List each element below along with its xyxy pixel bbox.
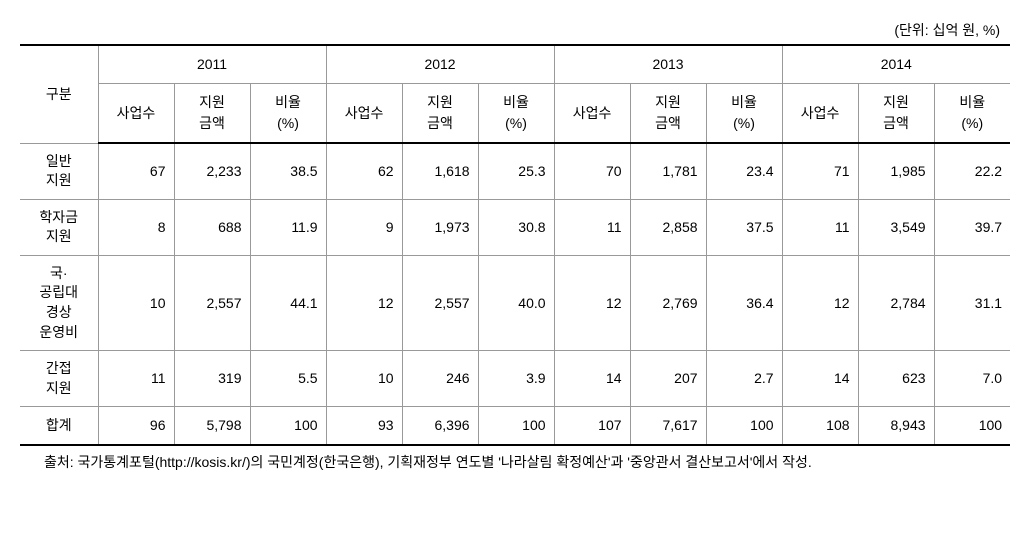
header-row-years: 구분 2011 2012 2013 2014 bbox=[20, 45, 1010, 84]
header-count: 사업수 bbox=[326, 84, 402, 144]
cell-ratio: 22.2 bbox=[934, 143, 1010, 199]
cell-count: 14 bbox=[782, 351, 858, 407]
cell-ratio: 3.9 bbox=[478, 351, 554, 407]
table-row: 간접지원 11 319 5.5 10 246 3.9 14 207 2.7 14… bbox=[20, 351, 1010, 407]
cell-ratio: 25.3 bbox=[478, 143, 554, 199]
cell-ratio: 11.9 bbox=[250, 199, 326, 255]
cell-ratio: 7.0 bbox=[934, 351, 1010, 407]
cell-ratio: 44.1 bbox=[250, 255, 326, 350]
cell-amount: 2,858 bbox=[630, 199, 706, 255]
cell-ratio: 100 bbox=[250, 407, 326, 446]
header-year-2013: 2013 bbox=[554, 45, 782, 84]
cell-ratio: 100 bbox=[934, 407, 1010, 446]
table-row-total: 합계 96 5,798 100 93 6,396 100 107 7,617 1… bbox=[20, 407, 1010, 446]
header-ratio: 비율(%) bbox=[250, 84, 326, 144]
cell-count: 70 bbox=[554, 143, 630, 199]
cell-amount: 2,557 bbox=[174, 255, 250, 350]
header-year-2014: 2014 bbox=[782, 45, 1010, 84]
cell-count: 96 bbox=[98, 407, 174, 446]
header-count: 사업수 bbox=[554, 84, 630, 144]
cell-amount: 5,798 bbox=[174, 407, 250, 446]
header-amount: 지원금액 bbox=[858, 84, 934, 144]
cell-count: 8 bbox=[98, 199, 174, 255]
header-year-2012: 2012 bbox=[326, 45, 554, 84]
header-ratio: 비율(%) bbox=[934, 84, 1010, 144]
cell-amount: 688 bbox=[174, 199, 250, 255]
cell-count: 10 bbox=[326, 351, 402, 407]
cell-ratio: 36.4 bbox=[706, 255, 782, 350]
cell-amount: 246 bbox=[402, 351, 478, 407]
budget-table: 구분 2011 2012 2013 2014 사업수 지원금액 비율(%) 사업… bbox=[20, 44, 1010, 446]
cell-amount: 207 bbox=[630, 351, 706, 407]
row-label: 학자금지원 bbox=[20, 199, 98, 255]
cell-amount: 2,769 bbox=[630, 255, 706, 350]
header-count: 사업수 bbox=[782, 84, 858, 144]
cell-count: 12 bbox=[782, 255, 858, 350]
cell-amount: 1,781 bbox=[630, 143, 706, 199]
cell-count: 62 bbox=[326, 143, 402, 199]
cell-amount: 2,557 bbox=[402, 255, 478, 350]
header-amount: 지원금액 bbox=[630, 84, 706, 144]
cell-count: 11 bbox=[98, 351, 174, 407]
cell-count: 71 bbox=[782, 143, 858, 199]
cell-ratio: 31.1 bbox=[934, 255, 1010, 350]
header-category: 구분 bbox=[20, 45, 98, 143]
cell-count: 14 bbox=[554, 351, 630, 407]
cell-count: 93 bbox=[326, 407, 402, 446]
cell-count: 12 bbox=[554, 255, 630, 350]
cell-amount: 2,233 bbox=[174, 143, 250, 199]
cell-amount: 8,943 bbox=[858, 407, 934, 446]
row-label: 국·공립대경상운영비 bbox=[20, 255, 98, 350]
cell-count: 108 bbox=[782, 407, 858, 446]
cell-count: 11 bbox=[554, 199, 630, 255]
header-ratio: 비율(%) bbox=[478, 84, 554, 144]
cell-ratio: 37.5 bbox=[706, 199, 782, 255]
cell-count: 12 bbox=[326, 255, 402, 350]
row-label: 합계 bbox=[20, 407, 98, 446]
cell-count: 67 bbox=[98, 143, 174, 199]
table-row: 국·공립대경상운영비 10 2,557 44.1 12 2,557 40.0 1… bbox=[20, 255, 1010, 350]
table-container: (단위: 십억 원, %) 구분 2011 2012 2013 2014 사업수… bbox=[20, 20, 1008, 473]
cell-amount: 3,549 bbox=[858, 199, 934, 255]
row-label: 일반지원 bbox=[20, 143, 98, 199]
header-row-subcols: 사업수 지원금액 비율(%) 사업수 지원금액 비율(%) 사업수 지원금액 비… bbox=[20, 84, 1010, 144]
cell-amount: 6,396 bbox=[402, 407, 478, 446]
table-row: 일반지원 67 2,233 38.5 62 1,618 25.3 70 1,78… bbox=[20, 143, 1010, 199]
cell-ratio: 30.8 bbox=[478, 199, 554, 255]
source-footnote: 출처: 국가통계포털(http://kosis.kr/)의 국민계정(한국은행)… bbox=[56, 452, 1008, 473]
cell-amount: 7,617 bbox=[630, 407, 706, 446]
row-label: 간접지원 bbox=[20, 351, 98, 407]
table-row: 학자금지원 8 688 11.9 9 1,973 30.8 11 2,858 3… bbox=[20, 199, 1010, 255]
header-ratio: 비율(%) bbox=[706, 84, 782, 144]
cell-amount: 2,784 bbox=[858, 255, 934, 350]
cell-ratio: 40.0 bbox=[478, 255, 554, 350]
cell-count: 10 bbox=[98, 255, 174, 350]
cell-amount: 623 bbox=[858, 351, 934, 407]
cell-count: 9 bbox=[326, 199, 402, 255]
header-count: 사업수 bbox=[98, 84, 174, 144]
table-header: 구분 2011 2012 2013 2014 사업수 지원금액 비율(%) 사업… bbox=[20, 45, 1010, 143]
cell-ratio: 100 bbox=[706, 407, 782, 446]
cell-ratio: 5.5 bbox=[250, 351, 326, 407]
header-amount: 지원금액 bbox=[402, 84, 478, 144]
table-body: 일반지원 67 2,233 38.5 62 1,618 25.3 70 1,78… bbox=[20, 143, 1010, 445]
cell-ratio: 38.5 bbox=[250, 143, 326, 199]
header-year-2011: 2011 bbox=[98, 45, 326, 84]
cell-ratio: 100 bbox=[478, 407, 554, 446]
header-amount: 지원금액 bbox=[174, 84, 250, 144]
unit-label: (단위: 십억 원, %) bbox=[20, 20, 1008, 40]
cell-ratio: 23.4 bbox=[706, 143, 782, 199]
cell-amount: 319 bbox=[174, 351, 250, 407]
cell-amount: 1,985 bbox=[858, 143, 934, 199]
cell-amount: 1,618 bbox=[402, 143, 478, 199]
cell-amount: 1,973 bbox=[402, 199, 478, 255]
cell-count: 11 bbox=[782, 199, 858, 255]
cell-count: 107 bbox=[554, 407, 630, 446]
cell-ratio: 39.7 bbox=[934, 199, 1010, 255]
cell-ratio: 2.7 bbox=[706, 351, 782, 407]
